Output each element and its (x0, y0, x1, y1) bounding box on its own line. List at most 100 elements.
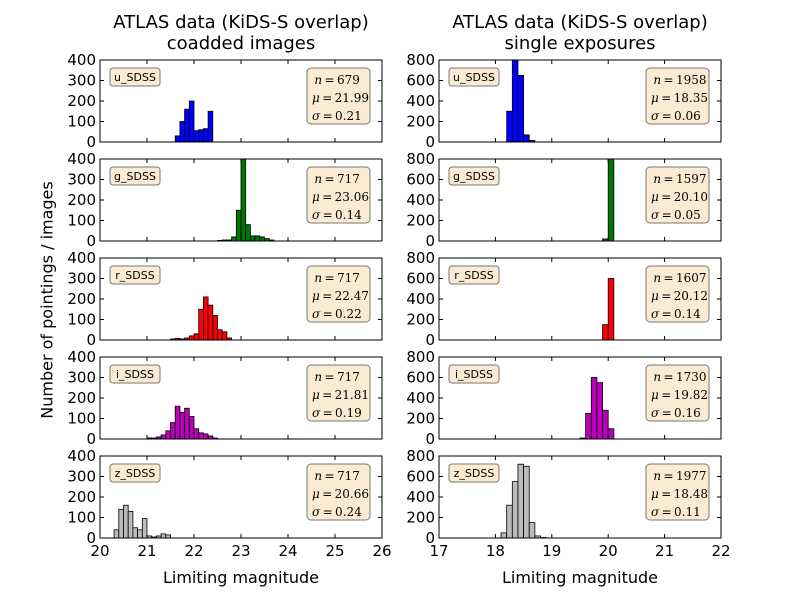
histogram-bar (179, 121, 185, 143)
y-tick-label: 400 (406, 488, 435, 506)
stat-mu-line: μ = 18.48 (651, 487, 708, 501)
y-tick-label: 400 (67, 249, 96, 267)
stats-box (306, 265, 371, 323)
y-tick-label: 0 (425, 232, 435, 250)
histogram-bar (198, 129, 204, 143)
histogram-bar (132, 527, 138, 539)
stat-n-value: 679 (337, 73, 360, 87)
stat-n-value: 717 (337, 172, 360, 186)
y-tick-label: 200 (406, 410, 435, 428)
stats-box (306, 463, 371, 521)
y-tick-label: 100 (67, 410, 96, 428)
histogram-bar (249, 235, 256, 242)
stat-n-symbol: n = (651, 271, 676, 285)
histogram-bar (596, 382, 603, 440)
x-axis-label-right: Limiting magnitude (501, 568, 659, 587)
y-tick-label: 600 (406, 369, 435, 387)
stat-n-symbol: n = (312, 271, 337, 285)
stat-mu-value: 22.47 (335, 289, 369, 303)
histogram-bar (259, 236, 265, 242)
right-title-line1: ATLAS data (KiDS-S overlap) (452, 12, 708, 33)
y-tick-label: 800 (406, 150, 435, 168)
histogram-bar (506, 504, 513, 539)
x-tick-label: 26 (372, 542, 391, 560)
stat-mu-value: 18.48 (674, 487, 708, 501)
stat-n-symbol: n = (312, 172, 337, 186)
stat-n-line: n = 1958 (651, 73, 707, 87)
stats-text: n = 717 μ = 22.47 σ = 0.22 (312, 271, 369, 321)
y-tick-label: 0 (425, 529, 435, 547)
stat-sigma-line: σ = 0.24 (312, 505, 362, 519)
stat-sigma-line: σ = 0.22 (312, 307, 362, 321)
histogram-bar (198, 308, 204, 341)
x-tick-label: 21 (137, 542, 156, 560)
stat-sigma-value: 0.14 (335, 208, 362, 222)
stat-n-line: n = 1730 (651, 370, 707, 384)
stat-mu-line: μ = 23.06 (312, 190, 369, 204)
left-title-line1: ATLAS data (KiDS-S overlap) (113, 12, 369, 33)
stat-mu-symbol: μ = (651, 91, 674, 105)
x-tick-label: 22 (184, 542, 203, 560)
y-tick-label: 600 (406, 468, 435, 486)
stat-mu-line: μ = 19.82 (651, 388, 708, 402)
y-tick-label: 600 (406, 270, 435, 288)
left-title-line2: coadded images (166, 33, 316, 54)
filter-label: u_SDSS (453, 71, 495, 84)
y-tick-label: 100 (67, 113, 96, 131)
stat-mu-line: μ = 21.99 (312, 91, 369, 105)
histogram-bar (113, 529, 120, 539)
filter-label: g_SDSS (453, 170, 495, 183)
y-tick-label: 300 (67, 72, 96, 90)
y-tick-label: 600 (406, 171, 435, 189)
stat-mu-line: μ = 20.12 (651, 289, 708, 303)
filter-label-box (448, 67, 500, 87)
histogram-bar (179, 411, 185, 440)
stat-sigma-symbol: σ = (312, 406, 335, 420)
y-axis-label: Number of pointings / images (37, 181, 57, 419)
histogram-bar (193, 333, 200, 341)
histogram-bar (184, 407, 190, 440)
filter-label-box (448, 265, 500, 285)
stat-sigma-symbol: σ = (651, 505, 674, 519)
stat-n-symbol: n = (651, 73, 676, 87)
stat-n-symbol: n = (312, 73, 337, 87)
y-tick-label: 100 (67, 509, 96, 527)
histogram-bar (141, 518, 148, 539)
y-tick-label: 400 (406, 389, 435, 407)
stats-text: n = 717 μ = 21.81 σ = 0.19 (312, 370, 369, 420)
y-tick-label: 200 (406, 311, 435, 329)
stat-n-symbol: n = (312, 370, 337, 384)
stat-mu-line: μ = 22.47 (312, 289, 369, 303)
stat-n-line: n = 1977 (651, 469, 707, 483)
stat-n-symbol: n = (651, 469, 676, 483)
histogram-bar (184, 108, 190, 143)
stat-sigma-value: 0.11 (674, 505, 701, 519)
stats-text: n = 679 μ = 21.99 σ = 0.21 (312, 73, 369, 123)
stats-text: n = 1977 μ = 18.48 σ = 0.11 (651, 469, 708, 519)
stat-n-value: 1730 (676, 370, 707, 384)
filter-label: g_SDSS (114, 170, 156, 183)
y-tick-label: 200 (67, 488, 96, 506)
panel-single-z: 0 200 400 600 800 17 18 19 20 21 22 z_SDSS n = 1977… (406, 447, 730, 560)
filter-label: i_SDSS (116, 368, 154, 381)
filter-label-box (109, 67, 161, 87)
stat-mu-symbol: μ = (312, 91, 335, 105)
filter-label-box (109, 265, 161, 285)
stat-mu-symbol: μ = (651, 388, 674, 402)
filter-label-box (109, 364, 161, 384)
filter-label-box (448, 463, 500, 483)
x-tick-label: 18 (486, 542, 505, 560)
y-tick-label: 200 (67, 92, 96, 110)
y-tick-label: 400 (406, 92, 435, 110)
x-tick-label: 19 (542, 542, 561, 560)
stat-sigma-symbol: σ = (312, 505, 335, 519)
histogram-bar (165, 430, 171, 440)
y-tick-label: 0 (86, 232, 96, 250)
stat-sigma-symbol: σ = (312, 208, 335, 222)
histogram-bar (212, 314, 218, 341)
stat-mu-symbol: μ = (312, 487, 335, 501)
